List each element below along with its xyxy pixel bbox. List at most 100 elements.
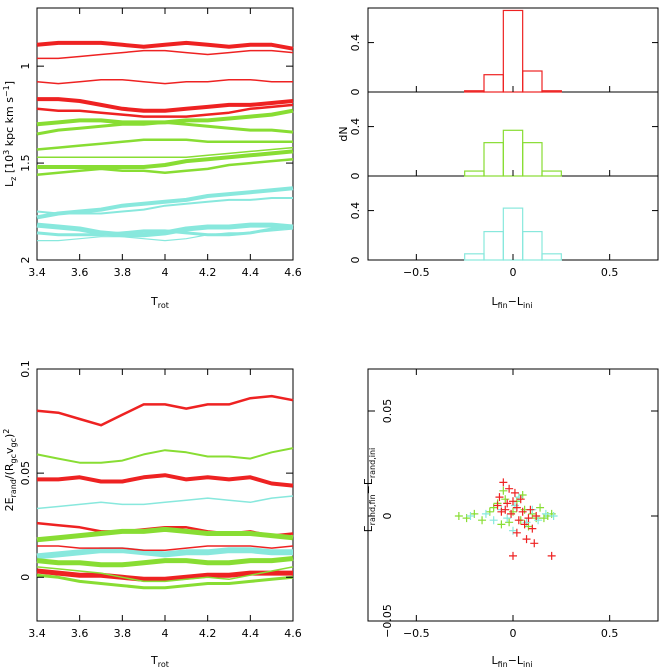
scatter-cyan-point xyxy=(503,514,512,523)
lz-series-9-line xyxy=(37,149,294,169)
scatter-red-point xyxy=(530,539,539,548)
lz-series-0-line xyxy=(36,40,294,51)
hist-green-bar xyxy=(522,142,543,177)
hist-y-tick-label: 0 xyxy=(349,173,362,180)
erand-series-group xyxy=(36,394,294,590)
erand-x-tick-label: 4.2 xyxy=(199,627,217,640)
lz-y-tick-label: 1.5 xyxy=(19,154,32,172)
scatter-cyan-point xyxy=(509,526,517,535)
lz-y-ticks: 11.52 xyxy=(19,63,293,264)
scatter-x-tick-label: −0.5 xyxy=(403,627,430,640)
lz-series-7-line xyxy=(36,138,293,151)
lz-x-tick-label: 4.4 xyxy=(242,266,260,279)
scatter-red-point xyxy=(528,524,537,533)
scatter-red-point xyxy=(493,501,502,510)
hist-green-frame xyxy=(367,91,659,177)
scatter-red-point xyxy=(512,528,521,537)
erand-x-label: Trot xyxy=(150,654,169,669)
hist-x-tick-label: 0 xyxy=(510,266,517,279)
scatter-green-point xyxy=(539,514,548,523)
scatter-cyan-point xyxy=(549,512,558,520)
lz-y-label: Lz [103 kpc km s−1] xyxy=(2,81,18,187)
erand-x-tick-label: 4.6 xyxy=(284,627,302,640)
lz-series-8-line xyxy=(37,146,294,159)
scatter-red-point xyxy=(503,499,512,508)
erand-panel: 3.4 3.6 3.8 4 4.2 4.4 4.6 0 0.05 0.1 Trot 2Erand… xyxy=(2,360,302,669)
scatter-red-point xyxy=(524,514,533,523)
scatter-red-point xyxy=(518,507,527,516)
erand-y-label: 2Erand/(Rgcvgc)2 xyxy=(2,429,18,512)
erand-series-9-line xyxy=(36,568,293,582)
hist-cyan-frame xyxy=(367,175,659,261)
lz-x-tick-label: 4.2 xyxy=(199,266,217,279)
erand-series-8-line xyxy=(36,556,294,568)
erand-y-tick-label: 0.1 xyxy=(19,360,32,378)
lz-x-tick-label: 3.6 xyxy=(71,266,89,279)
scatter-cyan-point xyxy=(522,518,531,527)
hist-x-label: Lfin−Lini xyxy=(491,295,532,310)
hist-y-ticks: 0 0.4 0 0.4 0 0.4 xyxy=(349,34,658,264)
erand-y-tick-label: 0 xyxy=(19,574,32,581)
hist-cyan-bar xyxy=(522,230,543,261)
hist-red-bar xyxy=(541,90,562,93)
scatter-points-group xyxy=(454,478,558,560)
scatter-y-tick-label: −0.05 xyxy=(381,604,394,638)
hist-cyan-bar xyxy=(464,253,485,261)
scatter-cyan-point xyxy=(466,512,475,520)
lz-x-tick-label: 3.8 xyxy=(114,266,132,279)
scatter-y-tick-label: 0.05 xyxy=(381,399,394,424)
scatter-red-point xyxy=(499,478,508,487)
erand-x-tick-label: 4 xyxy=(162,627,169,640)
hist-cyan-bar xyxy=(502,207,524,261)
scatter-x-label: Lfin−Lini xyxy=(491,654,532,669)
lz-series-3-line xyxy=(37,97,294,113)
scatter-red-point xyxy=(509,551,517,560)
scatter-red-point xyxy=(516,495,525,504)
scatter-cyan-point xyxy=(510,501,519,510)
erand-series-6-line xyxy=(36,547,293,560)
hist-y-tick-label: 0.4 xyxy=(349,202,362,220)
scatter-red-point xyxy=(512,503,521,512)
hist-y-label: dN xyxy=(337,126,350,141)
lz-y-tick-label: 2 xyxy=(19,257,32,264)
lz-x-label: Trot xyxy=(150,295,169,310)
hist-red-bar xyxy=(464,90,485,93)
scatter-plot-frame xyxy=(367,368,659,622)
scatter-x-tick-label: 0.5 xyxy=(601,627,619,640)
scatter-y-ticks: −0.05 0 0.05 xyxy=(368,399,658,638)
scatter-red-point xyxy=(514,516,523,525)
hist-bars-group xyxy=(464,9,562,261)
hist-red-bar xyxy=(522,70,543,93)
erand-series-5-line xyxy=(36,526,294,543)
erand-series-11-line xyxy=(36,566,294,583)
lz-x-tick-label: 4 xyxy=(162,266,169,279)
erand-plot-frame xyxy=(36,368,294,622)
scatter-green-point xyxy=(478,516,487,525)
hist-x-tick-label: 0.5 xyxy=(601,266,619,279)
erand-series-0-line xyxy=(36,394,294,427)
hist-cyan-bar xyxy=(541,253,562,261)
scatter-panel: −0.5 0 0.5 −0.05 0 0.05 Lfin−Lini Erand,fin−… xyxy=(362,368,659,669)
hist-x-tick-label: −0.5 xyxy=(403,266,430,279)
scatter-y-label: Erand,fin−Erand,ini xyxy=(362,448,377,533)
erand-x-tick-label: 3.4 xyxy=(28,627,46,640)
lz-series-6-line xyxy=(36,120,294,136)
erand-series-10-line xyxy=(36,573,294,590)
erand-x-tick-label: 4.4 xyxy=(242,627,260,640)
scatter-red-point xyxy=(510,488,519,497)
lz-x-ticks: 3.4 3.6 3.8 4 4.2 4.4 4.6 xyxy=(28,8,302,279)
erand-x-ticks: 3.4 3.6 3.8 4 4.2 4.4 4.6 xyxy=(28,369,302,640)
erand-series-3-line xyxy=(36,495,294,510)
erand-x-tick-label: 3.8 xyxy=(114,627,132,640)
erand-y-ticks: 0 0.05 0.1 xyxy=(19,360,293,581)
scatter-red-point xyxy=(509,497,517,506)
lz-x-tick-label: 4.6 xyxy=(284,266,302,279)
hist-x-ticks: −0.5 0 0.5 xyxy=(403,86,618,279)
scatter-x-ticks: −0.5 0 0.5 xyxy=(403,369,618,640)
scatter-green-point xyxy=(470,509,479,518)
hist-red-frame xyxy=(367,7,659,93)
scatter-green-point xyxy=(509,507,517,516)
scatter-cyan-point xyxy=(489,516,498,525)
lz-series-10-line xyxy=(36,157,294,176)
scatter-cyan-point xyxy=(534,516,543,525)
